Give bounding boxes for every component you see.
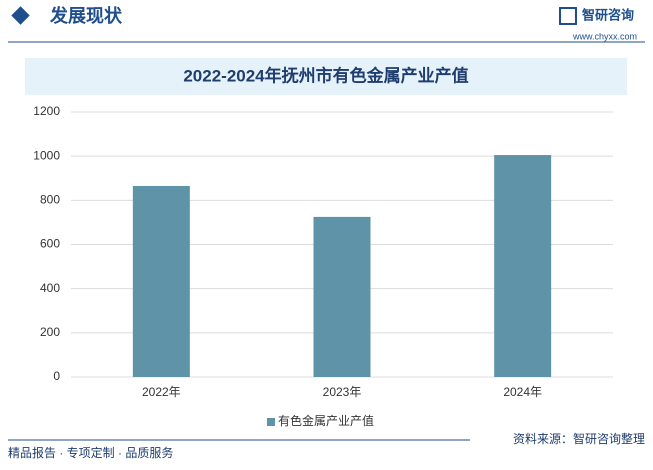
bar — [494, 155, 552, 377]
bar — [313, 216, 371, 377]
header-icon — [11, 6, 30, 25]
footer-tagline: 精品报告 · 专项定制 · 品质服务 — [8, 445, 173, 460]
y-tick-label: 0 — [53, 369, 60, 383]
footer-source: 资料来源：智研咨询整理 — [513, 431, 645, 446]
plot: 0 200 400 600 800 1000 1200 2022年 2023年 2024年有色金属… — [33, 104, 613, 428]
logo-text: 智研咨询 — [582, 7, 634, 22]
y-tick-label: 600 — [40, 237, 60, 251]
title-band — [25, 58, 627, 95]
bar — [132, 185, 190, 377]
y-tick-label: 800 — [40, 193, 60, 207]
logo-icon — [559, 7, 577, 25]
x-tick-label: 2023年 — [323, 385, 362, 399]
y-tick-label: 400 — [40, 281, 60, 295]
logo-url: www.chyxx.com — [572, 31, 637, 41]
chart-title: 2022-2024年抚州市有色金属产业产值 — [183, 65, 468, 85]
header-title: 发展现状 — [49, 5, 123, 26]
legend-label: 有色金属产业产值 — [278, 413, 374, 428]
y-tick-label: 1200 — [33, 104, 60, 118]
y-tick-label: 200 — [40, 325, 60, 339]
y-tick-label: 1000 — [33, 148, 60, 162]
x-tick-label: 2024年 — [503, 385, 542, 399]
x-tick-label: 2022年 — [142, 385, 181, 399]
legend-swatch — [267, 418, 275, 426]
